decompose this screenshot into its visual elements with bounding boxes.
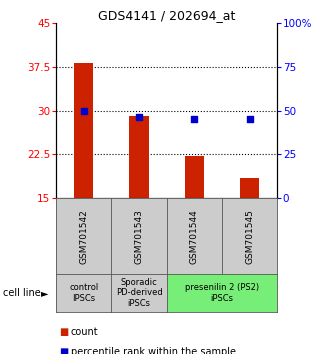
Point — [81, 108, 86, 113]
Text: GSM701544: GSM701544 — [190, 209, 199, 264]
Point — [247, 116, 252, 121]
Text: GSM701542: GSM701542 — [79, 209, 88, 264]
Point — [192, 116, 197, 121]
Text: cell line: cell line — [3, 288, 41, 298]
Point — [136, 114, 142, 120]
Text: Sporadic
PD-derived
iPSCs: Sporadic PD-derived iPSCs — [115, 278, 162, 308]
Bar — [129, 116, 149, 198]
Text: count: count — [71, 327, 99, 337]
Text: ■: ■ — [59, 327, 69, 337]
Text: ■: ■ — [59, 347, 69, 354]
Text: percentile rank within the sample: percentile rank within the sample — [71, 347, 236, 354]
Bar — [74, 63, 93, 198]
Text: ►: ► — [41, 288, 49, 298]
Text: control
IPSCs: control IPSCs — [69, 283, 98, 303]
Bar — [184, 156, 204, 198]
Text: presenilin 2 (PS2)
iPSCs: presenilin 2 (PS2) iPSCs — [185, 283, 259, 303]
Text: GSM701545: GSM701545 — [245, 209, 254, 264]
Title: GDS4141 / 202694_at: GDS4141 / 202694_at — [98, 9, 235, 22]
Bar — [240, 178, 259, 198]
Text: GSM701543: GSM701543 — [135, 209, 144, 264]
